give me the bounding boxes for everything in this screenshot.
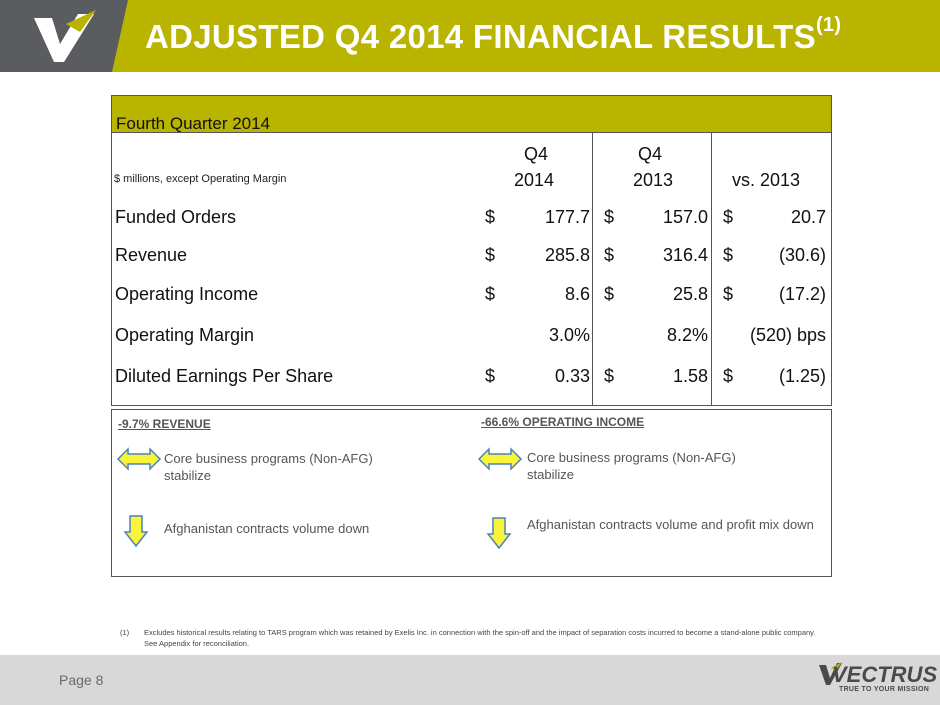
column-divider bbox=[592, 133, 593, 405]
table-section-title: Fourth Quarter 2014 bbox=[116, 114, 271, 133]
value-cell: (1.25) bbox=[778, 366, 826, 386]
financial-results-table: Fourth Quarter 2014 $ millions, except O… bbox=[111, 95, 832, 406]
currency-sign: $ bbox=[485, 366, 496, 386]
vectrus-v-icon bbox=[34, 10, 96, 62]
slide-title: ADJUSTED Q4 2014 FINANCIAL RESULTS(1) bbox=[145, 14, 842, 55]
currency-sign: $ bbox=[723, 207, 734, 227]
footnote: (1) Excludes historical results relating… bbox=[120, 627, 820, 649]
value-cell: 8.2% bbox=[666, 325, 708, 345]
column-divider bbox=[711, 133, 712, 405]
col-header-q4-2014-line2: 2014 bbox=[514, 170, 555, 190]
currency-sign: $ bbox=[723, 366, 734, 386]
value-cell: (17.2) bbox=[778, 284, 826, 304]
brand-tagline: TRUE TO YOUR MISSION bbox=[839, 686, 930, 693]
row-label-operating-margin: Operating Margin bbox=[115, 325, 255, 345]
col-header-q4-2013-line2: 2013 bbox=[633, 170, 674, 190]
page-number: Page 8 bbox=[59, 672, 104, 688]
driver-text: Afghanistan contracts volume down bbox=[164, 521, 370, 536]
vectrus-logo: VECTRUS TRUE TO YOUR MISSION bbox=[818, 660, 937, 700]
operating-income-drivers-title: -66.6% OPERATING INCOME bbox=[481, 415, 645, 429]
table-section-header: Fourth Quarter 2014 bbox=[112, 96, 831, 133]
value-cell: 157.0 bbox=[662, 207, 708, 227]
drivers-box: -9.7% REVENUE -66.6% OPERATING INCOME Co… bbox=[111, 409, 832, 577]
units-note: $ millions, except Operating Margin bbox=[114, 173, 287, 185]
col-header-q4-2014-line1: Q4 bbox=[524, 144, 549, 164]
value-cell: 177.7 bbox=[544, 207, 590, 227]
value-cell: 3.0% bbox=[548, 325, 590, 345]
down-arrow-icon bbox=[486, 517, 512, 550]
footnote-text: Excludes historical results relating to … bbox=[144, 628, 816, 648]
currency-sign: $ bbox=[723, 245, 734, 265]
currency-sign: $ bbox=[485, 245, 496, 265]
col-header-vs-2013: vs. 2013 bbox=[732, 170, 801, 190]
currency-sign: $ bbox=[604, 245, 615, 265]
value-cell: 285.8 bbox=[544, 245, 590, 265]
header-band bbox=[112, 0, 940, 72]
value-cell: 8.6 bbox=[564, 284, 590, 304]
value-cell: 316.4 bbox=[662, 245, 708, 265]
currency-sign: $ bbox=[604, 284, 615, 304]
footnote-marker: (1) bbox=[120, 628, 130, 637]
footer-bar bbox=[0, 655, 940, 705]
brand-name: VECTRUS bbox=[832, 662, 938, 687]
value-cell: 0.33 bbox=[554, 366, 590, 386]
currency-sign: $ bbox=[604, 207, 615, 227]
revenue-drivers-title: -9.7% REVENUE bbox=[118, 417, 211, 431]
currency-sign: $ bbox=[485, 207, 496, 227]
driver-text: Afghanistan contracts volume and profit … bbox=[527, 517, 814, 532]
value-cell: 1.58 bbox=[672, 366, 708, 386]
driver-text: Core business programs (Non-AFG) stabili… bbox=[527, 450, 736, 482]
vectrus-v-mark-icon bbox=[819, 662, 842, 685]
row-label-operating-income: Operating Income bbox=[115, 284, 259, 304]
row-label-funded-orders: Funded Orders bbox=[115, 207, 237, 227]
col-header-q4-2013-line1: Q4 bbox=[638, 144, 663, 164]
left-right-arrow-icon bbox=[116, 447, 162, 471]
value-cell: 20.7 bbox=[790, 207, 826, 227]
currency-sign: $ bbox=[723, 284, 734, 304]
value-cell: (30.6) bbox=[778, 245, 826, 265]
value-cell: (520) bps bbox=[749, 325, 826, 345]
driver-text: Core business programs (Non-AFG) stabili… bbox=[164, 451, 373, 483]
currency-sign: $ bbox=[604, 366, 615, 386]
down-arrow-icon bbox=[123, 515, 149, 548]
value-cell: 25.8 bbox=[672, 284, 708, 304]
row-label-diluted-eps: Diluted Earnings Per Share bbox=[115, 366, 334, 386]
left-right-arrow-icon bbox=[477, 447, 523, 471]
currency-sign: $ bbox=[485, 284, 496, 304]
row-label-revenue: Revenue bbox=[115, 245, 188, 265]
